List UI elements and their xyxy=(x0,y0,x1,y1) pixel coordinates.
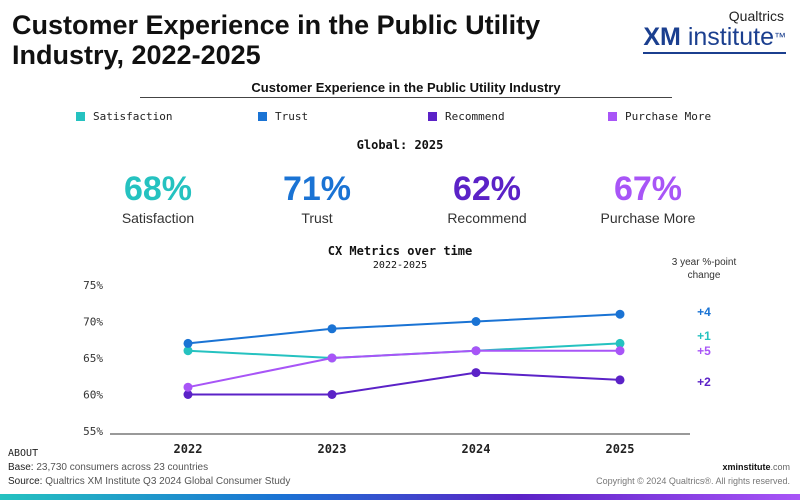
y-tick-label: 60% xyxy=(83,389,103,402)
y-tick-label: 65% xyxy=(83,352,103,365)
kpi-value: 62% xyxy=(452,170,522,208)
legend-label: Trust xyxy=(275,110,309,123)
kpi-satisfaction: 68% Satisfaction xyxy=(73,170,243,226)
change-label-recommend: +2 xyxy=(697,375,711,389)
data-point-trust xyxy=(183,338,193,348)
data-point-trust xyxy=(615,309,625,319)
site-main: xminstitute xyxy=(722,462,771,472)
legend-label: Satisfaction xyxy=(93,110,173,123)
change-label-trust: +4 xyxy=(697,305,711,319)
data-point-trust xyxy=(471,317,481,326)
data-point-purchase-more xyxy=(183,382,193,392)
legend-trust: Trust xyxy=(258,110,308,123)
change-label-satisfaction: +1 xyxy=(697,329,711,343)
site-suffix: .com xyxy=(770,462,790,472)
legend-label: Purchase More xyxy=(625,110,712,123)
legend-purchase-more: Purchase More xyxy=(608,110,711,123)
brand-xm-institute: XM institute™ xyxy=(643,24,786,50)
y-tick-label: 70% xyxy=(83,316,103,329)
legend-swatch-recommend xyxy=(428,112,437,121)
kpi-value: 68% xyxy=(123,170,193,208)
x-tick-label: 2023 xyxy=(318,442,347,456)
data-point-trust xyxy=(327,324,337,334)
data-point-recommend xyxy=(615,375,625,385)
kpi-recommend: 62% Recommend xyxy=(402,170,572,226)
footer-base: Base: 23,730 consumers across 23 countri… xyxy=(8,462,208,473)
data-point-purchase-more xyxy=(327,353,337,363)
site-url[interactable]: xminstitute.com xyxy=(722,462,790,472)
base-text: 23,730 consumers across 23 countries xyxy=(36,462,209,473)
brand-tm: ™ xyxy=(774,30,786,44)
about-label: ABOUT xyxy=(8,448,39,459)
kpi-label: Purchase More xyxy=(600,210,696,226)
data-point-recommend xyxy=(183,390,193,399)
data-point-recommend xyxy=(471,368,481,378)
data-point-purchase-more xyxy=(471,346,481,356)
brand-underline xyxy=(643,52,786,54)
series-line-trust xyxy=(187,313,621,345)
data-point-recommend xyxy=(327,390,337,399)
chart-title: CX Metrics over time xyxy=(327,244,473,258)
kpi-value: 67% xyxy=(613,170,683,208)
footer-source: Source: Qualtrics XM Institute Q3 2024 G… xyxy=(8,476,290,487)
page-title: Customer Experience in the Public Utilit… xyxy=(12,10,541,70)
chart-section-subtitle: Customer Experience in the Public Utilit… xyxy=(140,80,672,98)
chart-subtitle: 2022-2025 xyxy=(372,260,428,271)
brand-institute: institute xyxy=(687,23,774,51)
x-tick-label: 2025 xyxy=(606,442,635,456)
series-line-purchase-more xyxy=(187,349,620,389)
legend-swatch-satisfaction xyxy=(76,112,85,121)
change-label-purchase-more: +5 xyxy=(697,344,711,358)
copyright: Copyright © 2024 Qualtrics®. All rights … xyxy=(596,476,790,486)
data-point-satisfaction xyxy=(183,346,193,356)
source-text: Qualtrics XM Institute Q3 2024 Global Co… xyxy=(45,476,291,487)
legend-swatch-trust xyxy=(258,112,267,121)
legend-recommend: Recommend xyxy=(428,110,505,123)
change-column-title: 3 year %-point change xyxy=(671,257,737,281)
base-label: Base: xyxy=(8,462,34,473)
x-tick-label: 2022 xyxy=(174,442,203,456)
kpi-label: Trust xyxy=(301,210,333,226)
series-line-recommend xyxy=(188,371,621,396)
legend-swatch-purchase-more xyxy=(608,112,617,121)
x-tick-label: 2024 xyxy=(462,442,491,456)
y-tick-label: 75% xyxy=(83,279,103,292)
kpi-label: Satisfaction xyxy=(121,210,195,226)
kpi-label: Recommend xyxy=(447,210,527,226)
kpi-trust: 71% Trust xyxy=(232,170,402,226)
data-point-satisfaction xyxy=(615,338,625,348)
brand-logo: Qualtrics XM institute™ xyxy=(643,8,786,54)
kpi-purchase-more: 67% Purchase More xyxy=(563,170,733,226)
legend-label: Recommend xyxy=(445,110,505,123)
y-tick-label: 55% xyxy=(83,425,103,438)
legend-satisfaction: Satisfaction xyxy=(76,110,172,123)
global-label: Global: 2025 xyxy=(356,138,444,152)
brand-xm: XM xyxy=(643,23,681,51)
bottom-gradient-bar xyxy=(0,494,800,500)
brand-qualtrics: Qualtrics xyxy=(728,8,784,24)
data-point-purchase-more xyxy=(615,346,625,356)
kpi-value: 71% xyxy=(282,170,352,208)
source-label: Source: xyxy=(8,476,43,487)
